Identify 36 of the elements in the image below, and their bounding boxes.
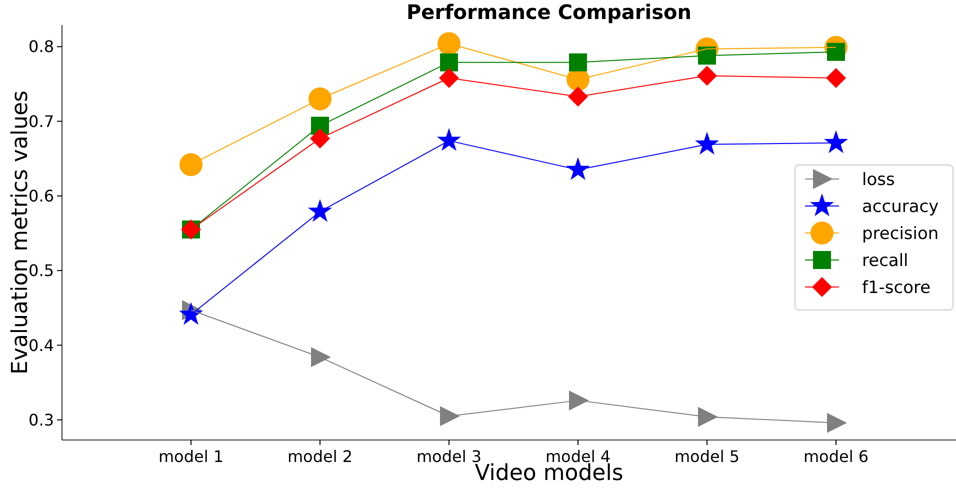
point — [826, 68, 846, 88]
point — [308, 87, 332, 110]
point — [697, 66, 717, 86]
y-tick-label: 0.5 — [28, 261, 54, 280]
legend-label: f1-score — [862, 278, 931, 298]
x-tick-label: model 5 — [674, 447, 740, 466]
point — [569, 53, 587, 72]
point — [824, 130, 848, 154]
point — [440, 406, 460, 426]
point — [440, 53, 458, 72]
y-tick-label: 0.7 — [28, 112, 54, 131]
legend-label: loss — [862, 170, 895, 190]
point — [178, 302, 204, 325]
x-tick-label: model 6 — [803, 447, 869, 466]
x-tick-label: model 2 — [287, 447, 353, 466]
y-tick-label: 0.8 — [28, 37, 54, 56]
legend-label: precision — [862, 224, 939, 244]
point — [694, 132, 720, 155]
point — [698, 406, 718, 427]
point — [568, 86, 588, 107]
point — [311, 347, 331, 368]
point — [310, 128, 330, 148]
y-tick-label: 0.6 — [28, 186, 54, 206]
point — [569, 390, 589, 410]
point — [438, 32, 460, 56]
point — [180, 153, 202, 176]
point — [436, 128, 462, 151]
x-axis-title: Video models — [474, 461, 624, 486]
chart-title: Performance Comparison — [406, 0, 692, 24]
point — [439, 68, 459, 88]
legend-label: recall — [862, 250, 908, 271]
y-tick-label: 0.3 — [28, 410, 54, 430]
x-tick-label: model 1 — [158, 447, 224, 466]
point — [827, 412, 847, 433]
legend-label: accuracy — [862, 196, 939, 217]
point — [308, 198, 332, 222]
